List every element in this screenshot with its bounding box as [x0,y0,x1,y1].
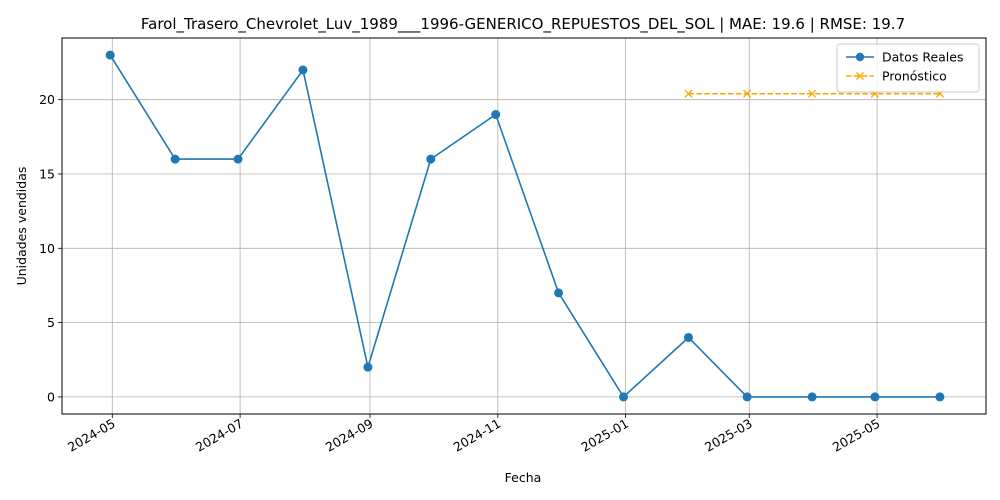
data-point [105,50,115,60]
y-tick-label: 20 [39,92,55,107]
data-point [683,332,693,342]
data-point [233,154,243,164]
series-layer [105,50,945,402]
forecast-point [684,89,693,98]
data-point [870,392,880,402]
forecast-point [743,89,752,98]
legend-label-pronostico: Pronóstico [882,69,947,84]
legend: Datos Reales Pronóstico [836,43,980,93]
y-tick-label: 10 [39,241,55,256]
data-point [363,362,373,372]
y-axis-title: Unidades vendidas [14,167,29,286]
data-point [619,392,629,402]
legend-label-datos-reales: Datos Reales [882,50,963,65]
grid-layer [62,38,986,414]
legend-marker-pronostico [856,72,864,80]
data-point [298,65,308,75]
data-point [935,392,945,402]
data-point [554,288,564,298]
data-point [742,392,752,402]
plot-frame [61,37,987,415]
forecast-point [808,89,817,98]
y-tick-label: 0 [47,389,55,404]
series-line-0 [109,54,940,399]
data-point [426,154,436,164]
legend-marker-datos-reales [855,52,865,62]
y-tick-label: 15 [39,166,55,181]
x-axis-title: Fecha [505,470,542,485]
data-point [491,110,501,120]
y-tick-label: 5 [47,315,55,330]
data-point [807,392,817,402]
chart-title: Farol_Trasero_Chevrolet_Luv_1989___1996-… [141,15,905,34]
data-point [170,154,180,164]
legend-box [836,43,980,93]
